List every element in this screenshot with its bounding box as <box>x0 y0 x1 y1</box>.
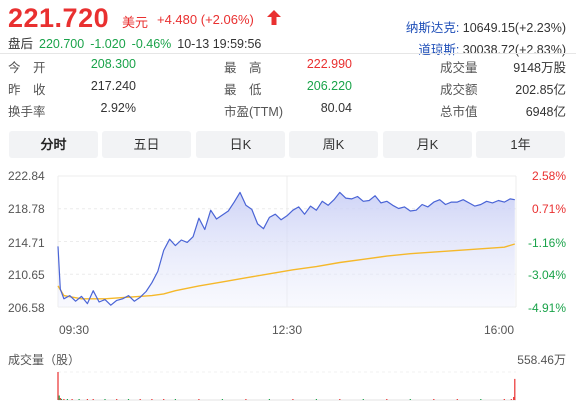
y-left-tick: 222.84 <box>8 169 45 183</box>
volume-bar <box>58 395 60 400</box>
y-right-tick: -4.91% <box>527 301 566 315</box>
y-right-tick: -3.04% <box>527 268 566 282</box>
tab-intraday[interactable]: 分时 <box>9 131 98 158</box>
volume-bar <box>86 399 88 400</box>
volume-max-label: 558.46万 <box>517 353 566 367</box>
currency-label: 美元 <box>122 15 149 30</box>
volume-bar <box>433 399 435 400</box>
volume-bar <box>151 399 153 400</box>
average-price-line <box>57 243 516 300</box>
volume-bar <box>386 399 388 400</box>
volume-chart-label: 成交量（股） <box>8 353 81 367</box>
volume-bar <box>315 399 317 400</box>
volume-bar <box>514 378 516 400</box>
y-right-tick: 2.58% <box>531 169 566 183</box>
pe-label: 市盈(TTM) <box>224 105 284 119</box>
tab-one-year[interactable]: 1年 <box>476 131 565 158</box>
volume-bar <box>116 399 118 400</box>
volume-bar <box>60 398 63 400</box>
nasdaq-index[interactable]: 纳斯达克: 10649.15(+2.23%) <box>406 17 566 36</box>
volume-bar <box>104 399 106 400</box>
y-left-tick: 206.58 <box>8 301 45 315</box>
y-left-tick: 218.78 <box>8 202 45 216</box>
volume-bar <box>268 399 270 400</box>
volume-bar <box>174 399 176 400</box>
volume-label: 成交量 <box>440 61 478 75</box>
volume-bar <box>78 399 80 400</box>
x-tick: 12:30 <box>272 323 303 337</box>
after-hours-row: 盘后 220.700 -1.020 -0.46% 10-13 19:59:56 <box>8 33 267 52</box>
volume-bar <box>456 399 458 400</box>
prev-close-label: 昨 收 <box>8 83 46 97</box>
after-hours-price: 220.700 <box>39 37 85 51</box>
y-right-tick: -1.16% <box>527 236 566 250</box>
open-label: 今 开 <box>8 61 46 75</box>
y-left-tick: 214.71 <box>8 236 45 250</box>
divider <box>0 53 576 54</box>
up-arrow-icon <box>267 10 281 25</box>
open-value: 208.300 <box>90 57 136 71</box>
tab-weekly-k[interactable]: 周K <box>289 131 378 158</box>
volume-bar <box>339 399 341 400</box>
volume-bar <box>245 399 247 400</box>
tab-daily-k[interactable]: 日K <box>196 131 285 158</box>
last-price: 221.720 <box>8 3 110 33</box>
prev-close-value: 217.240 <box>90 79 136 93</box>
high-label: 最 高 <box>224 61 262 75</box>
after-hours-change-pct: -0.46% <box>131 37 172 51</box>
volume-bar <box>198 399 200 400</box>
volume-bar <box>127 399 130 400</box>
volume-bar <box>66 399 68 400</box>
nasdaq-index-value: 10649.15(+2.23%) <box>462 21 566 35</box>
low-label: 最 低 <box>224 83 262 97</box>
y-left-tick: 210.65 <box>8 268 45 282</box>
after-hours-time: 10-13 19:59:56 <box>177 37 262 51</box>
low-value: 206.220 <box>306 79 352 93</box>
volume-bar <box>480 399 482 400</box>
volume-bar <box>221 399 223 400</box>
tab-five-day[interactable]: 五日 <box>102 131 191 158</box>
volume-bar <box>71 399 73 400</box>
volume-bar <box>59 398 61 400</box>
nasdaq-index-name[interactable]: 纳斯达克: <box>405 21 460 35</box>
turnover-value: 2.92% <box>100 101 136 115</box>
volume-bar <box>362 399 364 400</box>
high-value: 222.990 <box>306 57 352 71</box>
volume-bar <box>163 399 165 400</box>
volume-bar <box>139 399 141 400</box>
volume-bar <box>510 399 512 400</box>
amount-label: 成交额 <box>440 83 478 97</box>
after-hours-label: 盘后 <box>8 37 34 51</box>
after-hours-change: -1.020 <box>90 37 126 51</box>
volume-bar <box>292 399 294 400</box>
y-right-tick: 0.71% <box>531 202 566 216</box>
x-tick: 16:00 <box>484 323 515 337</box>
x-tick: 09:30 <box>59 323 90 337</box>
turnover-label: 换手率 <box>8 105 46 119</box>
price-area <box>58 192 515 307</box>
volume-bar <box>57 372 59 400</box>
amount-value: 202.85亿 <box>515 83 566 97</box>
market-cap-label: 总市值 <box>440 105 478 119</box>
price-line <box>57 191 515 306</box>
tab-monthly-k[interactable]: 月K <box>383 131 472 158</box>
volume-bar <box>513 397 515 400</box>
volume-bar <box>63 399 65 400</box>
market-cap-value: 6948亿 <box>525 105 566 119</box>
volume-bar <box>409 399 411 400</box>
volume-value: 9148万股 <box>513 61 566 75</box>
volume-bar <box>92 399 94 400</box>
pe-value: 80.04 <box>320 101 352 115</box>
period-tabs: 分时 五日 日K 周K 月K 1年 <box>9 131 565 158</box>
volume-bar <box>503 399 505 400</box>
price-change: +4.480 (+2.06%) <box>157 12 254 27</box>
